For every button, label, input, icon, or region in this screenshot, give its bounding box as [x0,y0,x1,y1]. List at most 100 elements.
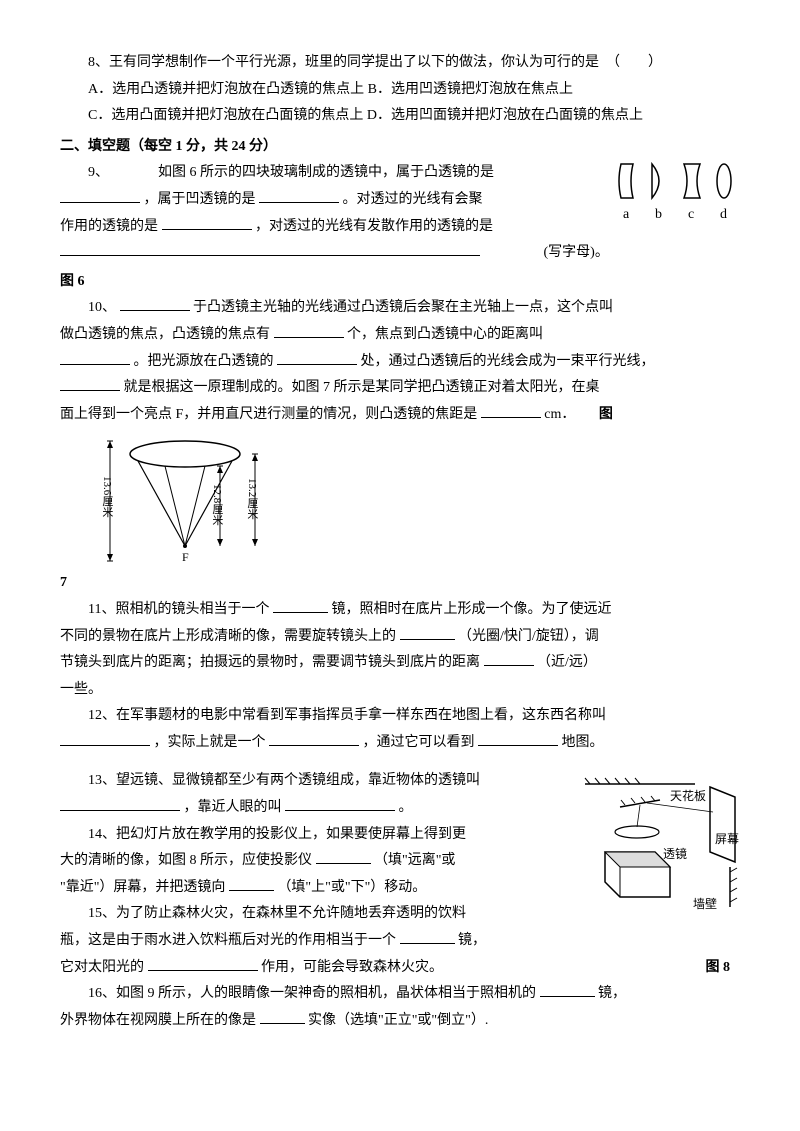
q15-t3: 它对太阳光的 [60,960,144,975]
q10-line1: 10、 于凸透镜主光轴的光线通过凸透镜后会聚在主光轴上一点，这个点叫 [60,295,740,322]
lens-label-d: d [720,202,727,229]
q16-t3: 外界物体在视网膜上所在的像是 [60,1013,256,1028]
fig8-screen: 屏幕 [715,828,739,851]
blank [162,216,252,230]
lens-label-b: b [655,202,662,229]
fig7-diagram: F 13.6厘米 12.8厘米 13.2厘米 [90,436,290,566]
fig8-lens: 透镜 [663,843,687,866]
q8-opt-a: A．选用凸透镜并把灯泡放在凸透镜的焦点上 [88,82,364,97]
q8-stem: 8、王有同学想制作一个平行光源，班里的同学提出了以下的做法，你认为可行的是 （ … [60,50,740,77]
q10-figref: 图 [599,407,613,422]
blank [277,351,357,365]
q9-text5: ，对透过的光线有发散作用的透镜的是 [255,219,493,234]
q10-line4: 就是根据这一原理制成的。如图 7 所示是某同学把凸透镜正对着太阳光，在桌 [60,375,740,402]
q16-t4: 实像（选填"正立"或"倒立"）. [308,1013,488,1028]
q10-text3: 做凸透镜的焦点，凸透镜的焦点有 [60,327,270,342]
q14-t4: （填"上"或"下"）移动。 [277,880,426,895]
blank [148,957,258,971]
q16-line2: 外界物体在视网膜上所在的像是 实像（选填"正立"或"倒立"）. [60,1008,740,1035]
lens-b-icon [648,162,670,200]
q11-t2: 镜，照相时在底片上形成一个像。为了使远近 [331,602,611,617]
q15-line3: 它对太阳光的 作用，可能会导致森林火灾。 图 8 [60,955,740,982]
blank [60,189,140,203]
q11-t1: 11、照相机的镜头相当于一个 [88,602,269,617]
q10-text8: 面上得到一个亮点 F，并用直尺进行测量的情况，则凸透镜的焦距是 [60,407,477,422]
q9-text3: 。对透过的光线有会聚 [343,192,483,207]
fig7-label-3: 13.2厘米 [241,478,262,519]
q12-t2: ，通过它可以看到 [363,735,475,750]
q10-text6: 处，通过凸透镜后的光线会成为一束平行光线， [361,354,655,369]
fig7-label-1: 13.6厘米 [96,476,117,517]
fig8-diagram: 天花板 屏幕 透镜 墙壁 [575,772,740,923]
q15-t2: 镜， [458,933,486,948]
q10-text7: 就是根据这一原理制成的。如图 7 所示是某同学把凸透镜正对着太阳光，在桌 [124,380,600,395]
lens-label-c: c [688,202,694,229]
q10-line3: 。把光源放在凸透镜的 处，通过凸透镜后的光线会成为一束平行光线， [60,349,740,376]
q8-options-cd: C．选用凸面镜并把灯泡放在凸面镜的焦点上 D．选用凹面镜并把灯泡放在凸面镜的焦点… [60,103,740,130]
blank [400,930,455,944]
blank [274,324,344,338]
fig7-num: 7 [60,570,740,597]
q12-t1: ，实际上就是一个 [154,735,266,750]
blank [259,189,339,203]
fig7-label-2: 12.8厘米 [206,484,227,525]
q10-text9: cm． [544,407,575,422]
q16-line1: 16、如图 9 所示，人的眼睛像一架神奇的照相机，晶状体相当于照相机的 镜， [60,981,740,1008]
q8-options-ab: A．选用凸透镜并把灯泡放在凸透镜的焦点上 B．选用凹透镜把灯泡放在焦点上 [60,77,740,104]
blank [60,797,180,811]
q15-line2: 瓶，这是由于雨水进入饮料瓶后对光的作用相当于一个 镜， [60,928,740,955]
blank [60,377,120,391]
blank [540,983,595,997]
lens-label-a: a [623,202,629,229]
blank [273,599,328,613]
lens-shapes [610,162,740,200]
q12-t3: 地图。 [562,735,604,750]
q10-text1: 10、 [88,300,116,315]
q11-t3: 不同的景物在底片上形成清晰的像，需要旋转镜头上的 [60,629,396,644]
blank [400,626,455,640]
q13-t1: ，靠近人眼的叫 [184,800,282,815]
q15-t4: 作用，可能会导致森林火灾。 [261,960,443,975]
blank [316,850,371,864]
q10-text4: 个，焦点到凸透镜中心的距离叫 [347,327,543,342]
q11-t5: 节镜头到底片的距离；拍摄远的景物时，需要调节镜头到底片的距离 [60,655,480,670]
q13-t2: 。 [399,800,413,815]
fig6-label: 图 6 [60,269,740,296]
q11-t6: （近/远） [537,655,597,670]
q8-opt-d: D．选用凹面镜并把灯泡放在凸面镜的焦点上 [367,108,643,123]
q10-text5: 。把光源放在凸透镜的 [134,354,274,369]
svg-text:F: F [182,550,189,564]
blank [285,797,395,811]
q11-line4: 一些。 [60,677,740,704]
blank [260,1010,305,1024]
q11-line1: 11、照相机的镜头相当于一个 镜，照相时在底片上形成一个像。为了使远近 [60,597,740,624]
q8-opt-c: C．选用凸面镜并把灯泡放在凸面镜的焦点上 [88,108,363,123]
blank [120,297,190,311]
lens-a-icon [615,162,639,200]
q10-text2: 于凸透镜主光轴的光线通过凸透镜后会聚在主光轴上一点，这个点叫 [193,300,613,315]
q14-t3: "靠近"）屏幕，并把透镜向 [60,880,225,895]
blank [60,732,150,746]
blank [484,652,534,666]
section-2-title: 二、填空题（每空 1 分，共 24 分） [60,134,740,161]
q10-line2: 做凸透镜的焦点，凸透镜的焦点有 个，焦点到凸透镜中心的距离叫 [60,322,740,349]
q15-t1: 瓶，这是由于雨水进入饮料瓶后对光的作用相当于一个 [60,933,396,948]
lens-labels: a b c d [610,202,740,229]
q12-line2: ，实际上就是一个 ，通过它可以看到 地图。 [60,730,740,757]
blank [478,732,558,746]
blank [60,351,130,365]
lens-d-icon [713,162,735,200]
q8-opt-b: B．选用凹透镜把灯泡放在焦点上 [368,82,573,97]
q9-text2: ，属于凹透镜的是 [144,192,256,207]
q9-text1: 9、 如图 6 所示的四块玻璃制成的透镜中，属于凸透镜的是 [88,165,494,180]
blank [269,732,359,746]
fig8-label: 图 8 [706,955,731,982]
q16-t2: 镜， [598,986,626,1001]
q11-line2: 不同的景物在底片上形成清晰的像，需要旋转镜头上的 （光圈/快门/旋钮），调 [60,624,740,651]
q16-t1: 16、如图 9 所示，人的眼睛像一架神奇的照相机，晶状体相当于照相机的 [88,986,536,1001]
blank [60,242,480,256]
fig8-ceiling: 天花板 [670,785,706,808]
q9-text4: 作用的透镜的是 [60,219,158,234]
q9-line4: (写字母)。 [60,240,740,267]
blank [229,877,274,891]
